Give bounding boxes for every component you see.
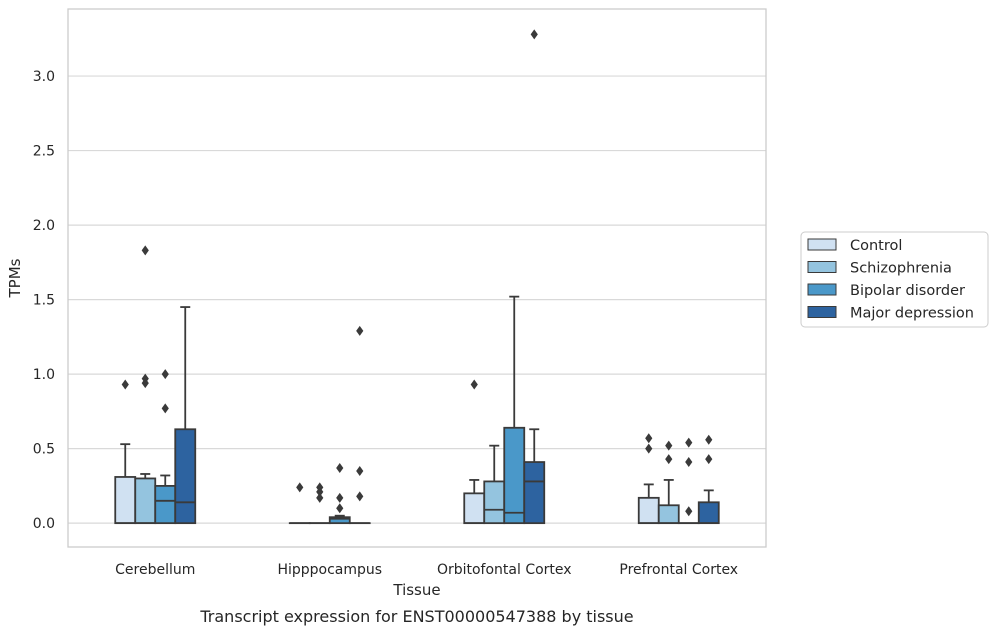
box-body: [657, 504, 680, 525]
legend-item: Schizophrenia: [807, 261, 952, 277]
outlier-point: [336, 492, 344, 503]
box-3-0: [637, 433, 660, 525]
y-axis-title: TPMs: [6, 258, 24, 298]
legend-label: Control: [850, 238, 902, 254]
box-3-2: [677, 437, 700, 525]
outlier-point: [356, 465, 364, 476]
box-1-1: [308, 482, 331, 525]
outlier-point: [161, 403, 169, 414]
outlier-point: [705, 434, 713, 445]
x-axis-title: Tissue: [392, 581, 440, 599]
outlier-point: [336, 463, 344, 474]
y-tick-label: 0.5: [33, 442, 55, 458]
outlier-point: [296, 482, 304, 493]
outlier-point: [645, 443, 653, 454]
outlier-point: [530, 29, 538, 40]
boxes-layer: [114, 29, 720, 525]
x-tick-label: Hipppocampus: [277, 562, 382, 578]
outlier-point: [665, 440, 673, 451]
box-1-2: [328, 463, 351, 525]
legend-item: Bipolar disorder: [807, 283, 965, 299]
legend-item: Control: [807, 238, 902, 254]
box-0-3: [174, 306, 197, 525]
outlier-point: [685, 437, 693, 448]
box-0-0: [114, 379, 137, 525]
y-tick-label: 1.5: [33, 293, 55, 309]
box-body: [134, 477, 157, 525]
legend-swatch: [807, 283, 837, 296]
outlier-point: [336, 503, 344, 514]
box-body: [483, 480, 506, 525]
x-tick-label: Orbitofontal Cortex: [437, 562, 572, 578]
outlier-point: [665, 454, 673, 465]
box-body: [463, 492, 486, 525]
outlier-point: [356, 325, 364, 336]
outlier-point: [316, 492, 324, 503]
legend-label: Schizophrenia: [850, 261, 952, 277]
box-0-2: [154, 369, 177, 525]
box-2-2: [503, 295, 526, 525]
outlier-point: [645, 433, 653, 444]
box-3-3: [697, 434, 720, 525]
y-tick-label: 2.0: [33, 218, 55, 234]
box-body: [523, 461, 546, 525]
box-body: [174, 428, 197, 525]
box-body: [697, 501, 720, 525]
box-2-1: [483, 444, 506, 525]
plot-frame: [67, 8, 767, 548]
y-tick-label: 2.5: [33, 144, 55, 160]
grid-layer: [68, 75, 766, 524]
y-tick-label: 0.0: [33, 516, 55, 532]
outlier-point: [161, 369, 169, 380]
x-tick-labels: Cerebellum Hipppocampus Orbitofontal Corte…: [115, 562, 738, 578]
x-tick-label: Cerebellum: [115, 562, 195, 578]
legend-swatch: [807, 238, 837, 251]
box-body: [503, 426, 526, 525]
x-tick-label: Prefrontal Cortex: [619, 562, 738, 578]
y-tick-labels: 0.0 0.5 1.0 1.5 2.0 2.5 3.0: [33, 69, 55, 532]
y-tick-label: 3.0: [33, 69, 55, 85]
box-0-1: [134, 245, 157, 525]
outlier-point: [356, 491, 364, 502]
box-2-3: [523, 29, 546, 525]
outlier-point: [316, 482, 324, 493]
box-body: [328, 516, 351, 525]
outlier-point: [685, 506, 693, 517]
box-1-0: [288, 482, 311, 525]
box-body: [637, 496, 660, 525]
box-body: [154, 484, 177, 525]
legend-swatch: [807, 306, 837, 318]
outlier-point: [141, 245, 149, 256]
box-3-1: [657, 440, 680, 525]
box-body: [114, 476, 137, 525]
legend-label: Major depression: [850, 306, 974, 322]
outlier-point: [121, 379, 129, 390]
chart-caption: Transcript expression for ENST0000054738…: [199, 607, 633, 626]
legend-frame: [800, 231, 989, 328]
box-2-0: [463, 379, 486, 525]
legend-label: Bipolar disorder: [850, 283, 965, 299]
legend-swatch: [807, 261, 837, 273]
y-tick-label: 1.0: [33, 367, 55, 383]
outlier-point: [705, 454, 713, 465]
legend: Control Schizophrenia Bipolar disorder Majo…: [800, 231, 989, 328]
box-1-3: [348, 325, 371, 525]
outlier-point: [470, 379, 478, 390]
outlier-point: [141, 373, 149, 384]
outlier-point: [685, 457, 693, 468]
legend-item: Major depression: [807, 306, 974, 322]
